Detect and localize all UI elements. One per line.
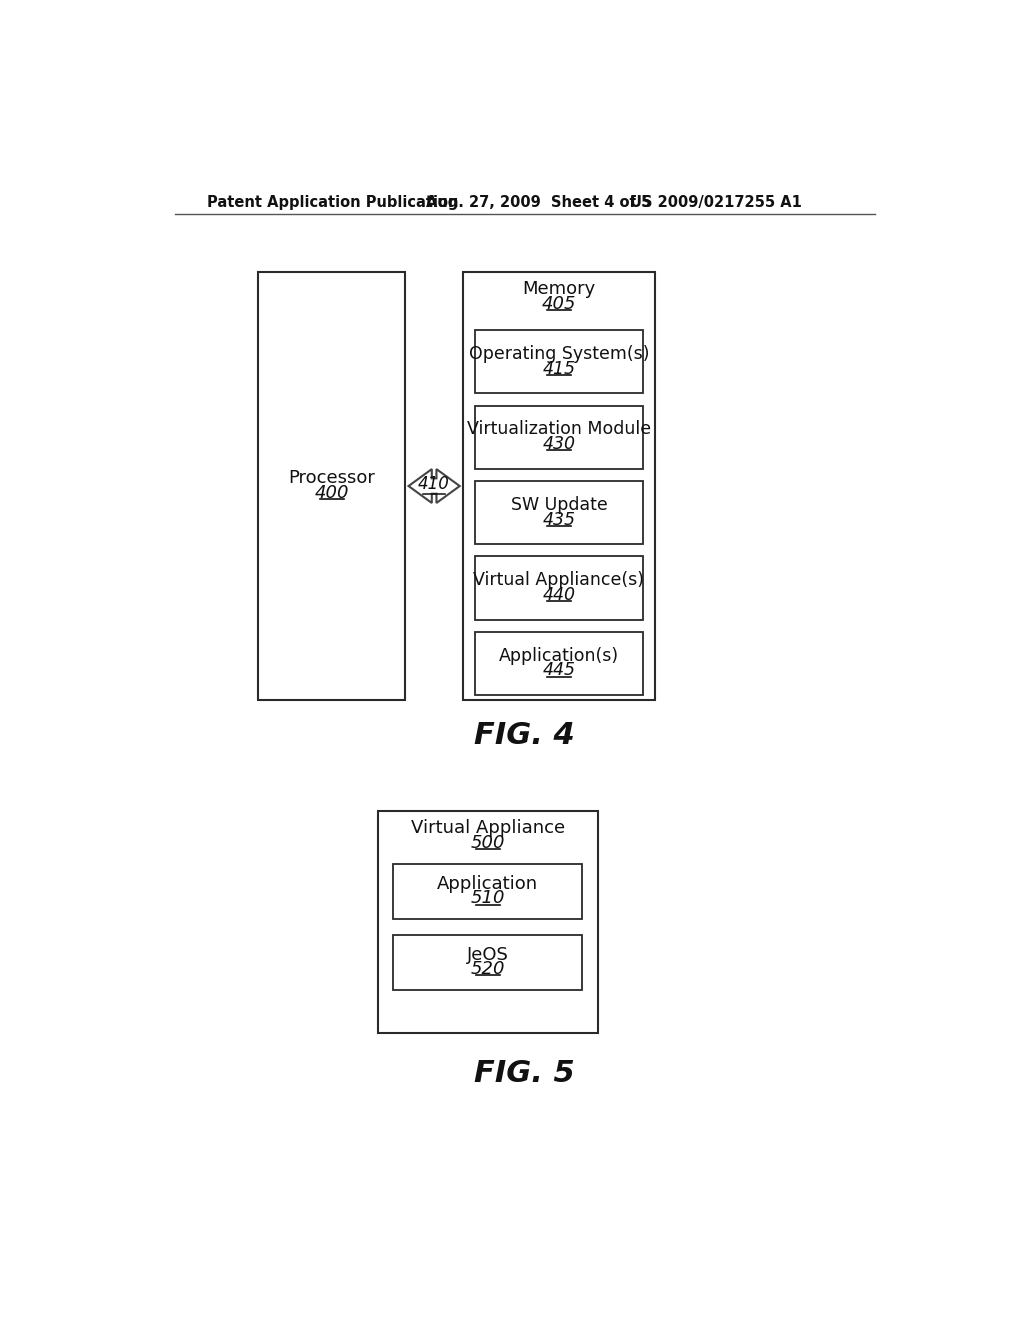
Bar: [475, 557, 643, 619]
Text: US 2009/0217255 A1: US 2009/0217255 A1: [630, 195, 802, 210]
Text: Application: Application: [437, 875, 539, 892]
Text: Memory: Memory: [522, 280, 596, 298]
Bar: [393, 935, 583, 990]
Text: Virtual Appliance: Virtual Appliance: [411, 820, 564, 837]
Bar: [378, 812, 598, 1034]
Text: 400: 400: [314, 484, 349, 502]
Text: Processor: Processor: [289, 470, 375, 487]
Text: FIG. 5: FIG. 5: [474, 1059, 575, 1088]
Text: 510: 510: [470, 890, 505, 907]
Polygon shape: [409, 469, 460, 503]
Text: 445: 445: [543, 661, 575, 680]
Text: 440: 440: [543, 586, 575, 605]
Text: Virtualization Module: Virtualization Module: [467, 421, 651, 438]
Text: 435: 435: [543, 511, 575, 528]
Bar: [475, 330, 643, 393]
Text: 500: 500: [470, 834, 505, 851]
Text: 410: 410: [418, 475, 451, 494]
Text: Patent Application Publication: Patent Application Publication: [207, 195, 459, 210]
Text: Aug. 27, 2009  Sheet 4 of 5: Aug. 27, 2009 Sheet 4 of 5: [426, 195, 651, 210]
Bar: [393, 863, 583, 919]
Text: SW Update: SW Update: [511, 496, 607, 513]
Bar: [475, 480, 643, 544]
Text: Application(s): Application(s): [499, 647, 618, 665]
Text: Operating System(s): Operating System(s): [469, 345, 649, 363]
Text: 415: 415: [543, 359, 575, 378]
Bar: [463, 272, 655, 700]
Text: JeOS: JeOS: [467, 945, 509, 964]
Bar: [475, 632, 643, 696]
Text: 405: 405: [542, 294, 577, 313]
Text: Virtual Appliance(s): Virtual Appliance(s): [473, 572, 644, 589]
Text: 430: 430: [543, 436, 575, 453]
Bar: [475, 405, 643, 469]
Text: 520: 520: [470, 960, 505, 978]
Text: FIG. 4: FIG. 4: [474, 722, 575, 750]
Bar: [258, 272, 406, 700]
